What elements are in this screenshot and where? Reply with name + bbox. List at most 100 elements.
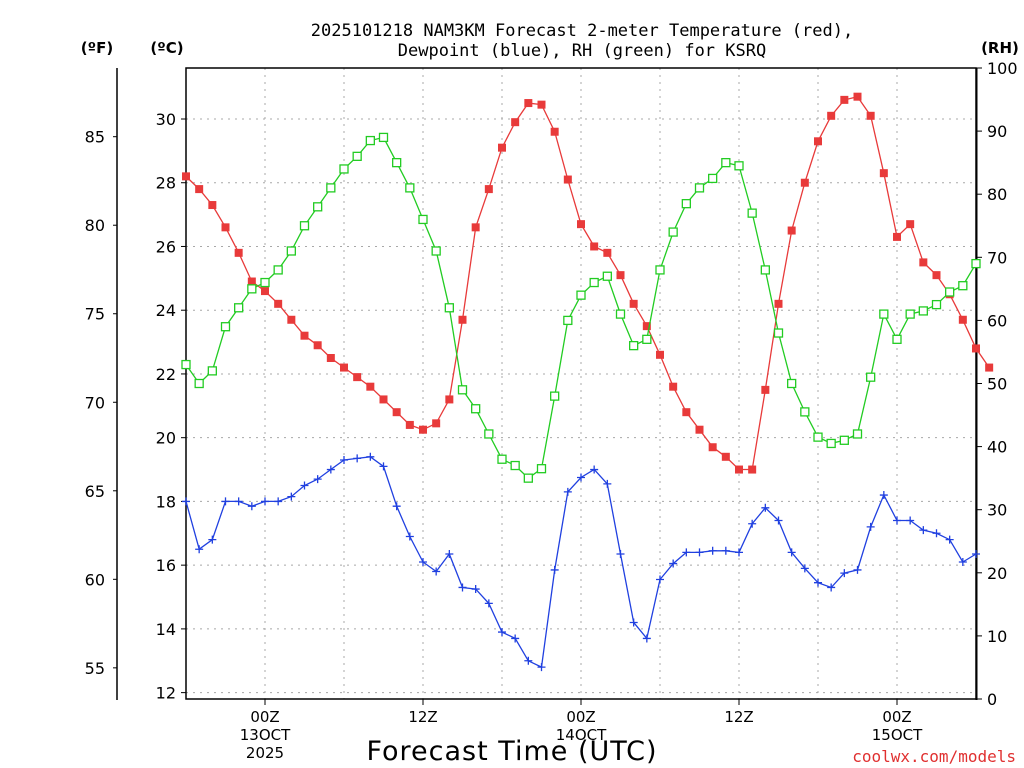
rh-point	[931, 299, 942, 310]
temperature-point	[524, 99, 533, 108]
rh-point	[431, 246, 441, 256]
temperature-point	[458, 315, 467, 324]
temperature-point	[379, 395, 388, 404]
dewpoint-point	[182, 497, 190, 506]
temperature-line	[185, 95, 990, 471]
temperature-point	[498, 143, 506, 152]
series-layer	[181, 92, 994, 672]
rh-point	[247, 284, 257, 294]
dewpoint-point	[629, 618, 638, 627]
rh-point	[681, 199, 691, 209]
dewpoint-point	[498, 628, 506, 637]
temperature-point	[906, 220, 915, 229]
dewpoint-point	[221, 497, 230, 506]
rh-series	[181, 132, 981, 483]
dewpoint-point	[787, 548, 796, 557]
rh-tick-label: 20	[987, 564, 1007, 583]
temperature-point	[616, 271, 625, 280]
dewpoint-point	[603, 479, 612, 488]
temperature-point	[853, 92, 862, 101]
temperature-point	[603, 248, 612, 257]
rh-tick-label: 80	[987, 185, 1007, 204]
rh-point	[418, 214, 428, 225]
rh-point	[523, 473, 533, 483]
rh-point	[866, 372, 876, 382]
dewpoint-point	[919, 526, 928, 535]
temperature-point	[340, 363, 348, 372]
rh-point	[760, 265, 770, 275]
rh-point	[589, 277, 599, 288]
rh-point	[655, 265, 665, 275]
dewpoint-point	[471, 585, 480, 594]
temperature-point	[840, 95, 849, 104]
temperature-point	[221, 223, 230, 232]
rh-point	[787, 378, 797, 389]
temperature-series	[182, 92, 994, 474]
dewpoint-point	[405, 532, 414, 541]
x-tick-label: 14OCT	[556, 726, 607, 744]
temperature-point	[313, 341, 322, 350]
temperature-point	[432, 419, 441, 428]
dewpoint-point	[458, 583, 467, 592]
dewpoint-point	[893, 516, 901, 525]
dewpoint-point	[326, 465, 335, 474]
rh-point	[563, 315, 573, 326]
temperature-point	[682, 408, 691, 417]
rh-tick-label: 70	[987, 248, 1007, 267]
temperature-point	[642, 322, 651, 331]
dewpoint-point	[563, 487, 572, 496]
temperature-point	[471, 223, 480, 232]
rh-point	[668, 227, 678, 237]
dewpoint-point	[550, 565, 559, 574]
dewpoint-point	[577, 473, 585, 482]
dewpoint-point	[366, 452, 375, 461]
dewpoint-point	[656, 575, 664, 584]
dewpoint-point	[195, 545, 204, 554]
rh-point	[299, 221, 310, 231]
rh-point	[444, 303, 454, 313]
rh-point	[286, 246, 296, 256]
rh-point	[536, 464, 547, 474]
rh-point	[800, 407, 810, 417]
rh-point	[234, 303, 244, 313]
celsius-tick-label: 28	[156, 174, 176, 193]
dewpoint-point	[735, 548, 743, 557]
rh-point	[747, 208, 757, 218]
dewpoint-point	[419, 557, 427, 566]
temperature-point	[919, 258, 928, 267]
temperature-point	[748, 465, 757, 474]
temperature-point	[985, 363, 994, 372]
dewpoint-point	[827, 583, 836, 592]
dewpoint-point	[208, 535, 217, 544]
dewpoint-point	[432, 567, 441, 576]
fahrenheit-tick-label: 80	[85, 216, 105, 235]
rh-point	[905, 309, 915, 319]
temperature-point	[735, 465, 743, 474]
dewpoint-point	[866, 522, 875, 531]
rh-point	[576, 290, 586, 300]
dewpoint-point	[695, 548, 704, 557]
dewpoint-point	[853, 565, 862, 574]
temperature-point	[958, 315, 967, 324]
rh-point	[918, 306, 928, 316]
rh-tick-label: 0	[987, 690, 997, 709]
temperature-point	[563, 175, 572, 184]
rh-point	[629, 340, 639, 351]
rh-point	[642, 334, 652, 344]
x-tick-label: 00Z	[250, 708, 279, 726]
x-tick-label: 13OCT	[240, 726, 291, 744]
rh-point	[945, 287, 955, 297]
rh-tick-label: 10	[987, 627, 1007, 646]
fahrenheit-tick-label: 70	[85, 393, 105, 412]
rh-unit-label: (RH)	[981, 39, 1019, 57]
temperature-point	[353, 373, 362, 382]
credit-link[interactable]: coolwx.com/models	[852, 747, 1016, 766]
dewpoint-point	[484, 599, 493, 608]
temperature-point	[577, 220, 585, 229]
rh-point	[721, 157, 731, 168]
x-tick-label: 12Z	[724, 708, 753, 726]
dewpoint-point	[274, 497, 283, 506]
rh-point	[352, 151, 362, 161]
rh-point	[892, 334, 902, 344]
